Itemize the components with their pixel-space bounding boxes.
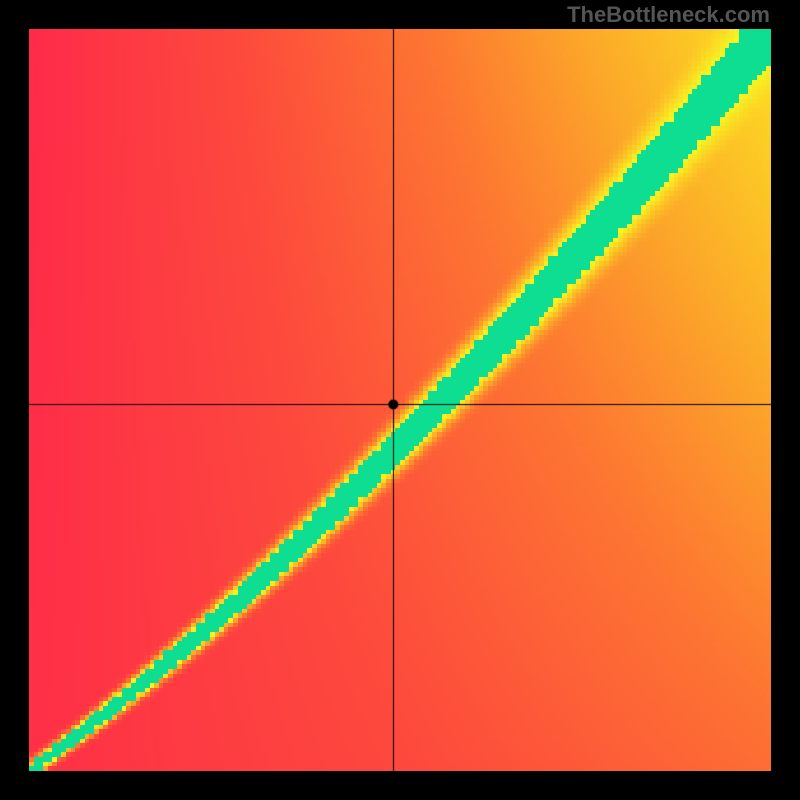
watermark-label: TheBottleneck.com <box>567 2 770 28</box>
overlay-canvas <box>0 0 800 800</box>
chart-container: TheBottleneck.com <box>0 0 800 800</box>
